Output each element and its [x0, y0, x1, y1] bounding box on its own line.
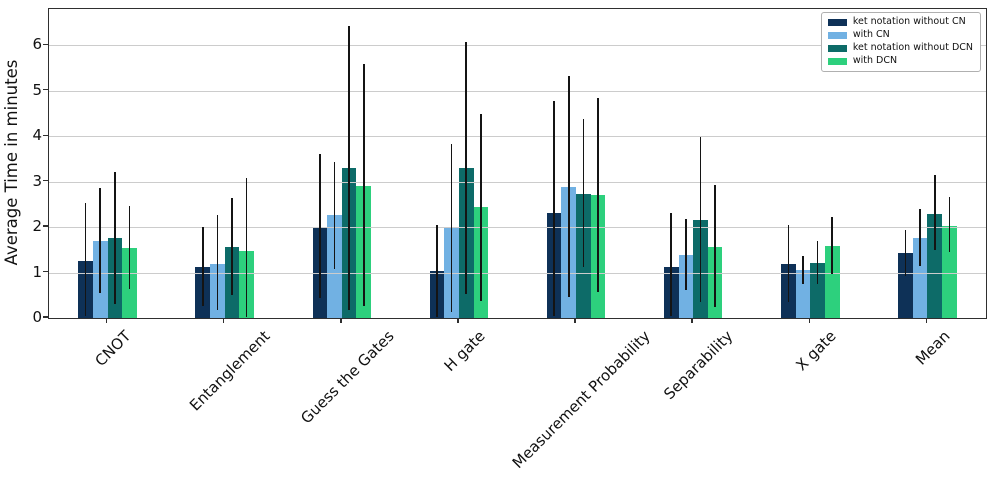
- y-tick-mark: [43, 89, 48, 91]
- legend-swatch-icon: [827, 57, 847, 65]
- error-bar: [99, 188, 102, 293]
- y-tick-label: 2: [32, 217, 42, 236]
- x-tick-mark: [574, 318, 576, 323]
- x-tick-label: H gate: [440, 327, 489, 375]
- error-bar: [450, 143, 453, 313]
- error-bar: [597, 98, 599, 293]
- y-tick-label: 0: [32, 308, 42, 326]
- error-bar: [699, 137, 702, 303]
- x-tick-mark: [808, 318, 810, 323]
- legend-swatch-icon: [827, 31, 847, 39]
- error-bar: [216, 215, 219, 311]
- error-bar: [319, 154, 321, 299]
- error-bar: [816, 241, 819, 285]
- error-bar: [948, 197, 951, 253]
- bar-ket-notation-without-cn: [898, 253, 913, 318]
- x-tick-label: Mean: [911, 327, 954, 369]
- x-tick-mark: [105, 318, 108, 323]
- legend: ket notation without CN with CN ket notati…: [820, 12, 981, 72]
- legend-label: with CN: [852, 29, 890, 40]
- x-tick-label: X gate: [791, 327, 840, 375]
- gridline: [49, 272, 986, 274]
- error-bar: [245, 178, 248, 318]
- y-tick-mark: [43, 43, 48, 46]
- x-tick-mark: [222, 318, 225, 323]
- x-tick-label: Measurement Probability: [508, 327, 654, 472]
- error-bar: [231, 198, 233, 296]
- y-tick-mark: [43, 134, 48, 136]
- y-tick-label: 4: [32, 126, 42, 145]
- legend-item: with DCN: [827, 55, 973, 67]
- bar-with-cn: [795, 270, 811, 318]
- error-bar: [582, 119, 585, 268]
- error-bar: [714, 184, 716, 308]
- error-bar: [919, 208, 921, 267]
- error-bar: [567, 76, 570, 298]
- bar-ket-notation-without-dcn: [810, 263, 825, 318]
- x-tick-mark: [925, 318, 928, 323]
- x-tick-mark: [457, 318, 459, 323]
- gridline: [49, 181, 986, 183]
- error-bar: [831, 216, 834, 274]
- y-tick-label: 6: [32, 35, 42, 54]
- error-bar: [201, 227, 204, 306]
- legend-swatch-icon: [827, 44, 847, 52]
- y-tick-mark: [43, 179, 48, 182]
- error-bar: [553, 100, 555, 316]
- y-tick-label: 3: [32, 171, 42, 190]
- x-tick-label: Guess the Gates: [296, 327, 398, 428]
- bar-with-dcn: [942, 226, 957, 318]
- legend-item: ket notation without CN: [827, 16, 973, 28]
- error-bar: [465, 41, 468, 294]
- error-bar: [685, 219, 687, 291]
- legend-label: with DCN: [852, 55, 898, 66]
- legend-label: ket notation without CN: [852, 16, 966, 27]
- x-tick-label: Entanglement: [186, 327, 274, 415]
- bar-with-dcn: [824, 246, 840, 318]
- legend-item: ket notation without DCN: [827, 42, 973, 54]
- y-tick-label: 1: [32, 262, 42, 281]
- legend-item: with CN: [827, 29, 973, 41]
- x-tick-mark: [691, 318, 693, 323]
- x-tick-label: CNOT: [91, 327, 135, 370]
- error-bar: [128, 205, 131, 289]
- x-tick-mark: [340, 318, 342, 323]
- error-bar: [436, 225, 438, 318]
- error-bar: [802, 256, 804, 284]
- y-tick-mark: [43, 316, 48, 318]
- error-bar: [362, 64, 365, 307]
- bar-with-cn: [912, 237, 928, 318]
- bar-ket-notation-without-dcn: [927, 213, 943, 318]
- error-bar: [670, 213, 673, 316]
- gridline: [49, 90, 986, 92]
- y-tick-mark: [43, 225, 48, 227]
- error-bar: [904, 230, 907, 277]
- legend-swatch-icon: [827, 18, 847, 26]
- error-bar: [333, 162, 336, 269]
- gridline: [49, 136, 986, 138]
- error-bar: [84, 203, 87, 316]
- gridline: [49, 227, 986, 229]
- gridline: [49, 45, 986, 47]
- y-tick-label: 5: [32, 80, 42, 99]
- y-tick-mark: [43, 270, 48, 273]
- legend-label: ket notation without DCN: [852, 42, 973, 53]
- error-bar: [480, 113, 482, 302]
- error-bar: [348, 26, 350, 311]
- error-bar: [114, 172, 116, 305]
- error-bar: [933, 175, 936, 251]
- x-tick-label: Separability: [660, 327, 737, 404]
- error-bar: [787, 225, 790, 303]
